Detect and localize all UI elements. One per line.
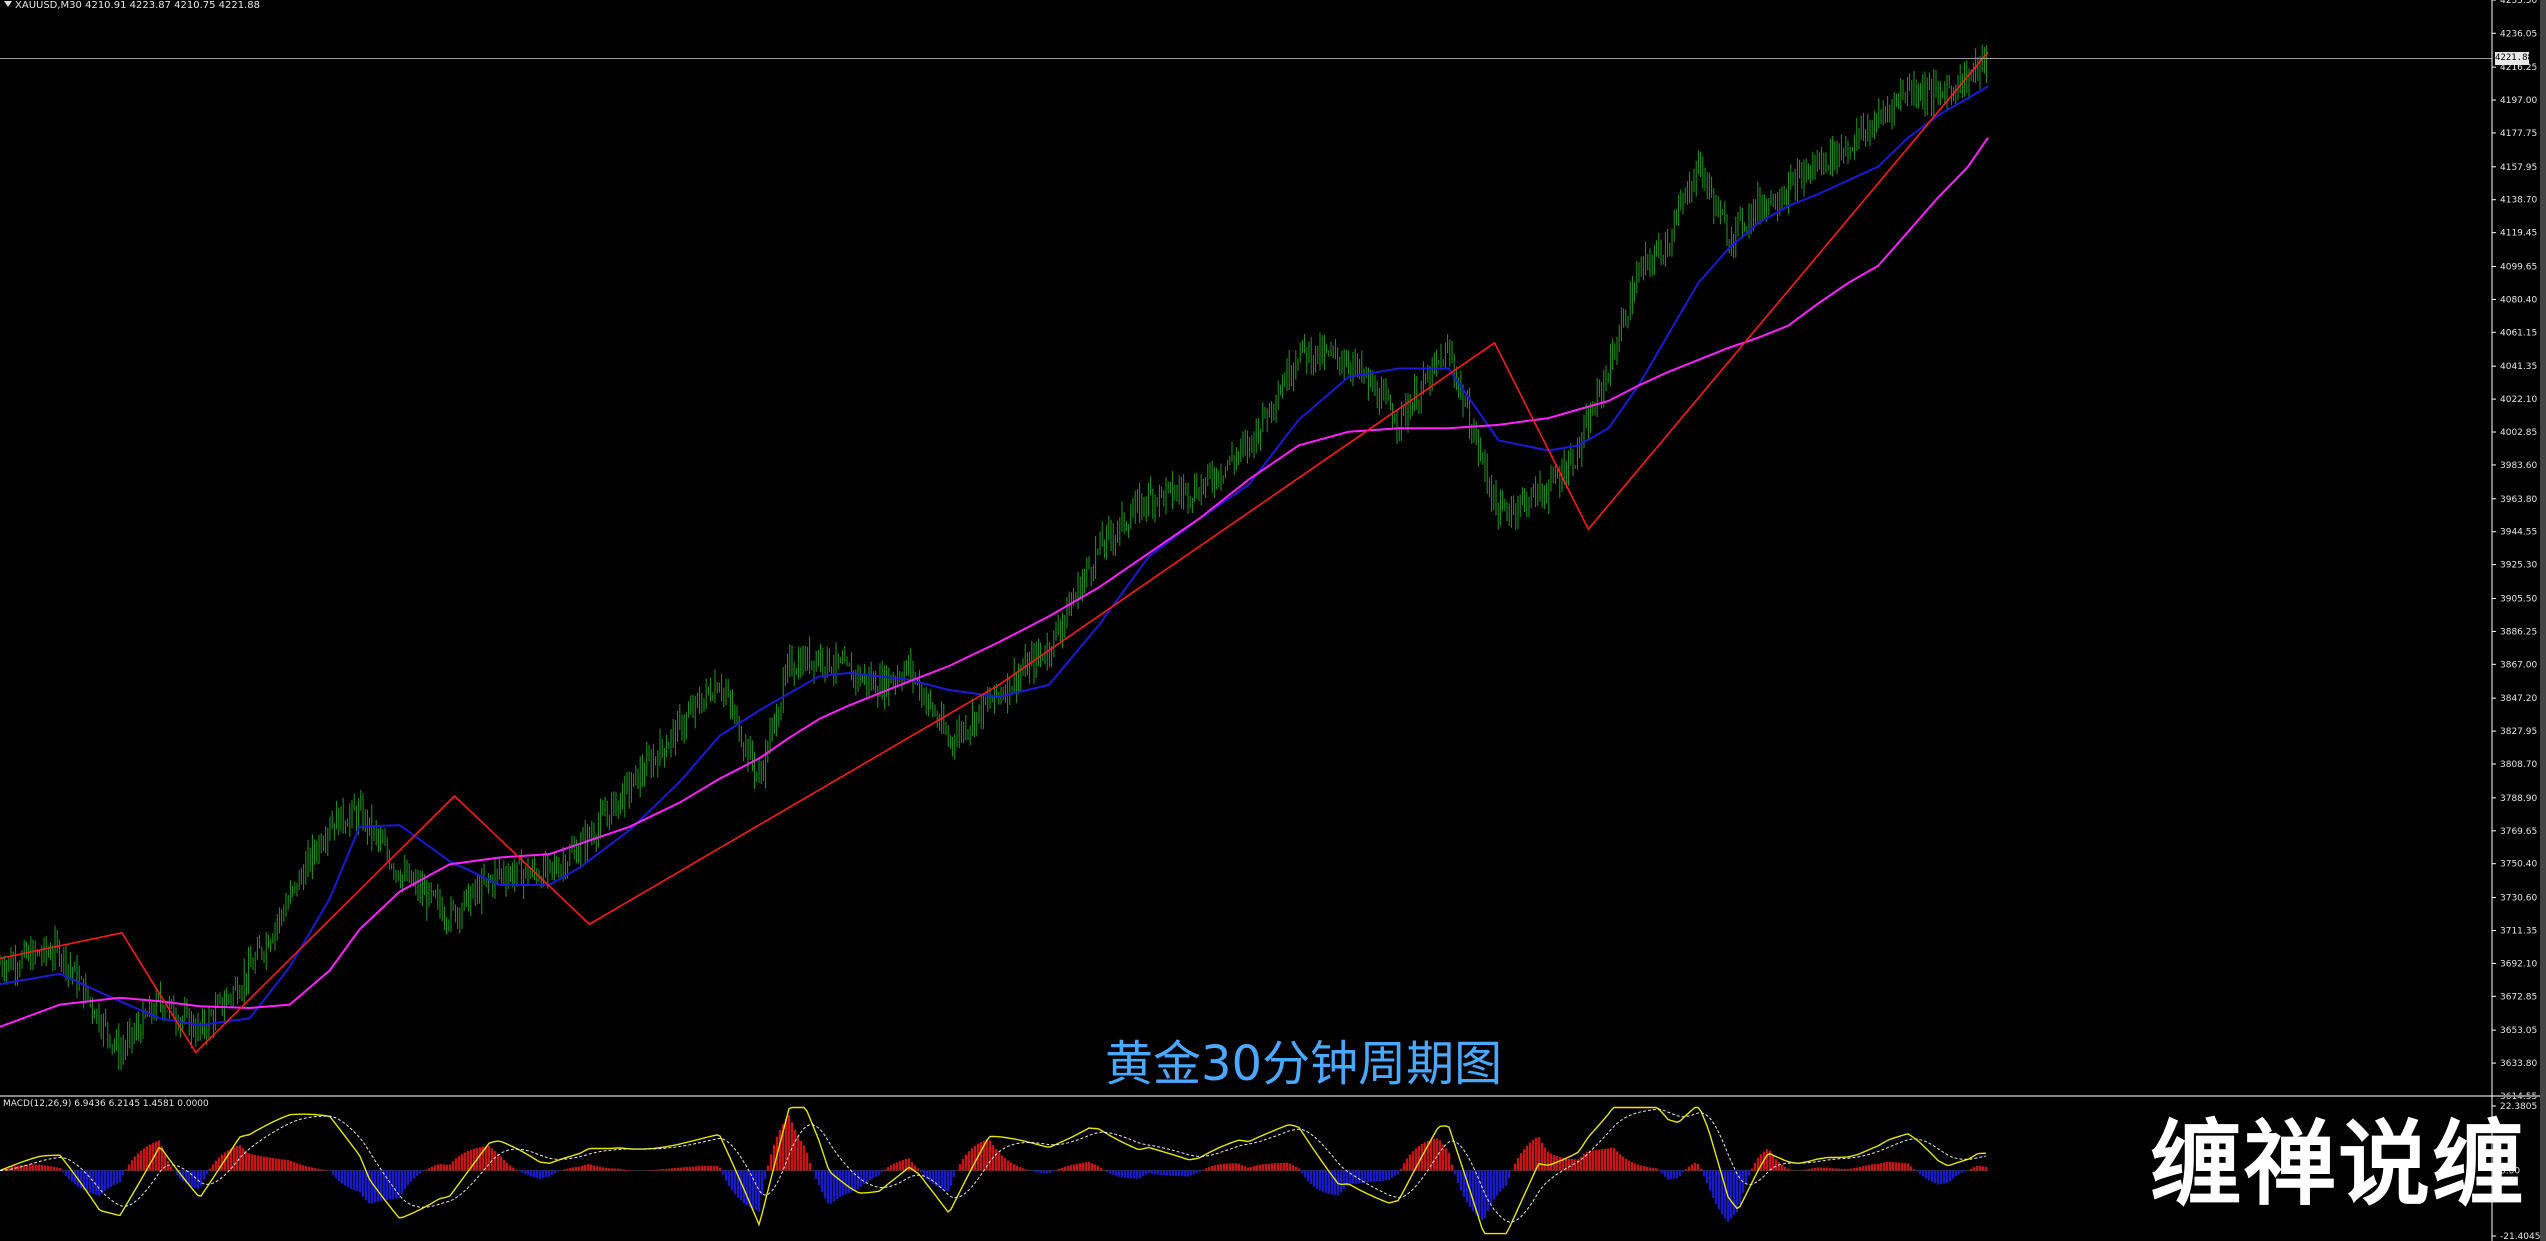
price-tick-label: 3653.05 [2500,1026,2537,1036]
price-tick-label: 4099.65 [2500,262,2537,272]
right-scrollbar[interactable] [2540,0,2546,1241]
macd-header: MACD(12,26,9) 6.9436 6.2145 1.4581 0.000… [3,1099,209,1109]
macd-tick-label: 0.00 [2500,1167,2520,1177]
macd-lines [0,1106,1987,1235]
price-tick-label: 4255.50 [2500,0,2537,6]
macd-histogram [0,1115,1988,1222]
current-price-badge: 4221.88 [2495,52,2533,65]
price-tick-label: 4216.25 [2500,63,2537,73]
price-tick-label: 3925.30 [2500,561,2537,571]
price-tick-label: 3672.85 [2500,992,2537,1002]
price-tick-label: 3905.50 [2500,594,2537,604]
price-tick-label: 3886.25 [2500,627,2537,637]
price-tick-label: 4022.10 [2500,395,2537,405]
price-tick-label: 4236.05 [2500,29,2537,39]
macd-signal-line [0,1108,1987,1223]
price-tick-label: 3827.95 [2500,727,2537,737]
ma-fast-line [0,85,1989,1027]
price-tick-label: 3808.70 [2500,760,2537,770]
brand-watermark: 缠禅说缠 [2150,1111,2527,1218]
price-axis: 4255.50 4236.05 4216.25 4197.00 4177.75 4157.… [2492,0,2537,1102]
price-tick-label: 3963.80 [2500,495,2537,505]
symbol-ohlc: XAUUSD,M30 4210.91 4223.87 4210.75 4221.… [15,0,261,11]
macd-tick-label: -21.4045 [2500,1232,2540,1241]
price-tick-label: 3711.35 [2500,926,2537,936]
moving-averages [0,85,1989,1028]
macd-line [0,1106,1987,1235]
price-tick-label: 3692.10 [2500,959,2537,969]
zigzag-lines [0,51,1989,1054]
price-tick-label: 3769.65 [2500,827,2537,837]
macd-axis: 22.3805 0.00 -21.4045 [2492,1102,2540,1241]
price-tick-label: 4041.35 [2500,362,2537,372]
price-tick-label: 4177.75 [2500,129,2537,139]
price-tick-label: 3633.80 [2500,1059,2537,1069]
price-tick-label: 3730.60 [2500,894,2537,904]
macd-tick-label: 22.3805 [2500,1102,2537,1112]
price-tick-label: 4061.15 [2500,328,2537,338]
chart-title: 黄金30分钟周期图 [1105,1036,1503,1092]
price-tick-label: 4119.45 [2500,229,2537,239]
price-tick-label: 4157.95 [2500,163,2537,173]
ma-slow-line [0,137,1989,1028]
price-tick-label: 3788.90 [2500,794,2537,804]
price-tick-label: 3944.55 [2500,528,2537,538]
chart-header: XAUUSD,M30 4210.91 4223.87 4210.75 4221.… [4,0,260,11]
price-tick-label: 3847.20 [2500,694,2537,704]
price-tick-label: 3983.60 [2500,461,2537,471]
dropdown-triangle-icon[interactable] [4,1,12,7]
price-tick-label: 4080.40 [2500,295,2537,305]
zigzag-line [0,51,1989,1054]
price-tick-label: 4002.85 [2500,428,2537,438]
price-tick-label: 3867.00 [2500,660,2537,670]
price-tick-label: 4197.00 [2500,96,2537,106]
price-tick-label: 4138.70 [2500,196,2537,206]
price-tick-label: 3750.40 [2500,860,2537,870]
